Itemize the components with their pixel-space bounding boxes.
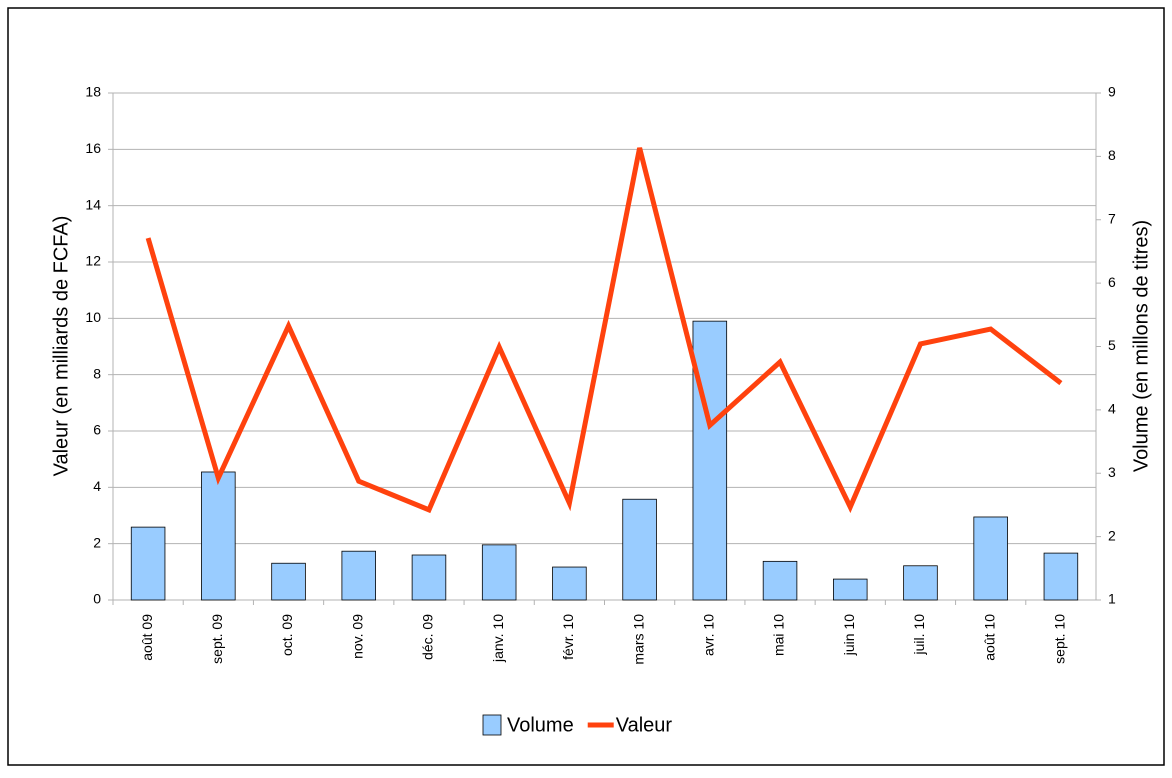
y-tick-label: 6 bbox=[93, 422, 101, 438]
x-tick-label: nov. 09 bbox=[349, 614, 365, 659]
bar bbox=[622, 498, 657, 601]
x-tick-label: avr. 10 bbox=[701, 614, 717, 656]
x-tick-label: sept. 10 bbox=[1052, 614, 1068, 664]
y2-axis-label: Volume (en millons de titres) bbox=[1130, 220, 1152, 472]
y-tick-label: 8 bbox=[93, 365, 101, 381]
x-tick-label: sept. 09 bbox=[209, 614, 225, 664]
chart-frame bbox=[7, 7, 1165, 766]
x-tick-label: oct. 09 bbox=[279, 614, 295, 656]
y-tick-label: 18 bbox=[85, 84, 101, 100]
x-tick-label: déc. 09 bbox=[420, 614, 436, 660]
y-tick-label: 12 bbox=[85, 253, 101, 269]
x-tick-label: juin 10 bbox=[841, 614, 857, 656]
bar bbox=[903, 565, 938, 601]
y-axis-label: Valeur (en milliards de FCFA) bbox=[50, 216, 72, 477]
bar bbox=[481, 544, 517, 601]
x-tick-label: mai 10 bbox=[771, 614, 787, 656]
y-tick-label: 4 bbox=[93, 478, 101, 494]
y2-tick-label: 3 bbox=[1108, 464, 1116, 480]
x-tick-label: juil. 10 bbox=[911, 614, 927, 656]
bar bbox=[411, 554, 447, 601]
x-tick-label: mars 10 bbox=[630, 614, 646, 665]
bar bbox=[341, 550, 377, 601]
bar bbox=[130, 526, 166, 601]
line bbox=[145, 147, 1063, 514]
y2-tick-label: 2 bbox=[1108, 527, 1116, 543]
bar bbox=[762, 560, 798, 601]
legend-swatch bbox=[482, 714, 502, 736]
bar bbox=[271, 562, 306, 601]
y-tick-label: 10 bbox=[85, 309, 101, 325]
bar bbox=[692, 320, 728, 601]
y-tick-label: 14 bbox=[85, 196, 101, 212]
y2-tick-label: 4 bbox=[1108, 401, 1116, 417]
bar bbox=[832, 578, 868, 601]
y2-tick-label: 9 bbox=[1108, 84, 1116, 100]
y2-tick-label: 1 bbox=[1108, 591, 1116, 607]
y-tick-label: 2 bbox=[93, 534, 101, 550]
y-tick-label: 16 bbox=[85, 140, 101, 156]
y2-tick-label: 5 bbox=[1108, 337, 1116, 353]
y-tick-label: 0 bbox=[93, 591, 101, 607]
x-tick-label: août 10 bbox=[981, 614, 997, 661]
x-tick-label: août 09 bbox=[139, 614, 155, 661]
y2-tick-label: 6 bbox=[1108, 274, 1116, 290]
y2-tick-label: 8 bbox=[1108, 147, 1116, 163]
y2-tick-label: 7 bbox=[1108, 210, 1116, 226]
x-tick-label: janv. 10 bbox=[490, 614, 506, 663]
bar bbox=[1043, 552, 1079, 601]
legend-label: Volume bbox=[507, 714, 574, 736]
bar bbox=[973, 516, 1008, 601]
x-tick-label: févr. 10 bbox=[560, 614, 576, 660]
legend-label: Valeur bbox=[616, 714, 673, 736]
bar bbox=[201, 471, 236, 601]
bar bbox=[552, 566, 587, 601]
